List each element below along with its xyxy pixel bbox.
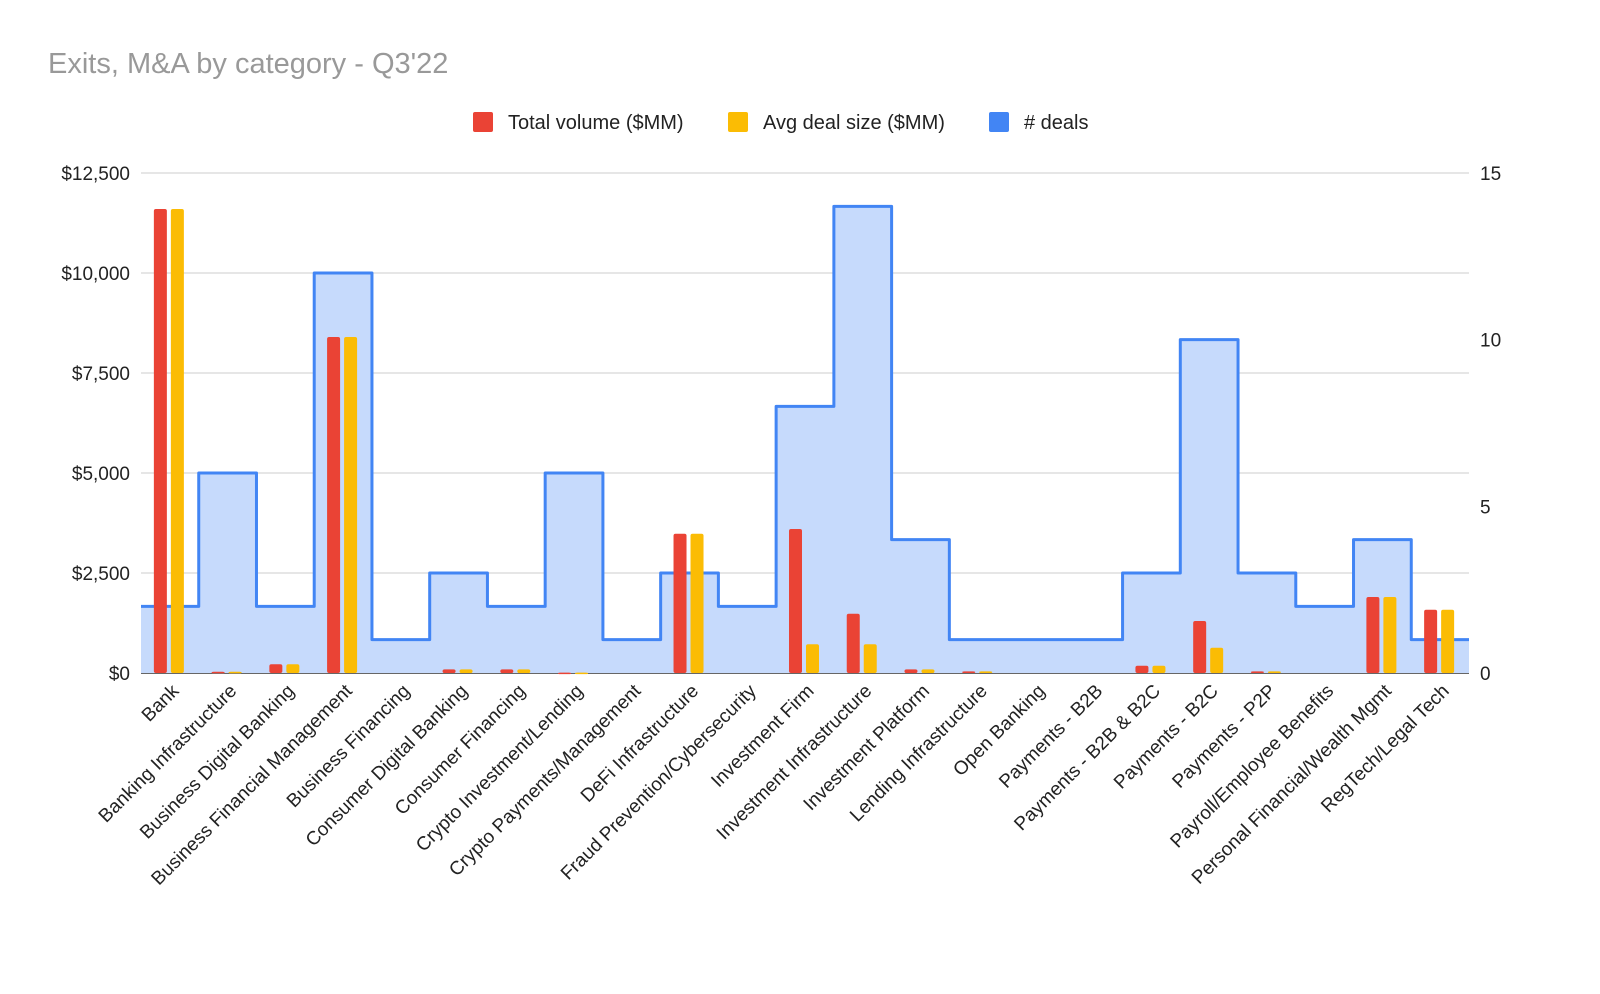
y-right-tick-label: 10 bbox=[1480, 331, 1501, 352]
y-right-tick-label: 5 bbox=[1480, 497, 1491, 518]
x-tick-label: Investment Firm bbox=[707, 681, 818, 792]
total-volume-bar bbox=[500, 669, 514, 673]
total-volume-bar bbox=[846, 613, 860, 673]
legend: Total volume ($MM) Avg deal size ($MM) # d… bbox=[473, 112, 1089, 134]
y-right-tick-label: 15 bbox=[1480, 164, 1501, 185]
avg-deal-size-bar bbox=[170, 209, 184, 673]
avg-deal-size-bar bbox=[459, 669, 473, 673]
avg-deal-size-bar bbox=[228, 671, 242, 674]
avg-deal-size-bar bbox=[979, 671, 993, 673]
avg-deal-size-bar bbox=[1152, 665, 1166, 673]
avg-deal-size-bar bbox=[1267, 671, 1281, 673]
avg-deal-size-bar bbox=[1441, 609, 1455, 673]
avg-deal-size-bar bbox=[690, 533, 704, 673]
total-volume-bar bbox=[558, 672, 572, 675]
total-volume-bar bbox=[1193, 621, 1207, 673]
total-volume-bar bbox=[1250, 671, 1264, 673]
total-volume-bar bbox=[904, 669, 918, 673]
y-left-tick-label: $2,500 bbox=[72, 564, 130, 585]
total-volume-bar bbox=[1366, 597, 1380, 673]
avg-deal-size-bar bbox=[1210, 647, 1224, 673]
y-left-tick-label: $0 bbox=[109, 664, 130, 685]
total-volume-bar bbox=[789, 529, 802, 673]
y-right-tick-label: 0 bbox=[1480, 664, 1491, 685]
x-tick-label: Payments - B2C bbox=[1110, 681, 1223, 794]
total-volume-bar bbox=[962, 671, 976, 673]
avg-deal-size-bar bbox=[863, 644, 877, 673]
total-volume-bar bbox=[211, 671, 225, 674]
y-left-tick-label: $12,500 bbox=[61, 164, 130, 185]
y-left-tick-label: $5,000 bbox=[72, 464, 130, 485]
avg-deal-size-bar bbox=[806, 644, 819, 673]
legend-label: Total volume ($MM) bbox=[508, 112, 684, 134]
avg-deal-size-bar bbox=[517, 669, 531, 673]
legend-swatch bbox=[728, 112, 748, 132]
avg-deal-size-bar bbox=[286, 664, 300, 673]
x-tick-label: Payments - B2B bbox=[995, 681, 1107, 793]
y-left-tick-label: $10,000 bbox=[61, 264, 130, 285]
deals-line bbox=[141, 204, 1469, 642]
total-volume-bar bbox=[1135, 665, 1149, 673]
x-tick-label: Bank bbox=[138, 680, 184, 726]
legend-label: Avg deal size ($MM) bbox=[763, 112, 945, 134]
total-volume-bar bbox=[673, 533, 687, 673]
avg-deal-size-bar bbox=[921, 669, 935, 673]
x-tick-label: Payments - P2P bbox=[1169, 681, 1281, 793]
avg-deal-size-bar bbox=[575, 672, 589, 675]
avg-deal-size-bar bbox=[1383, 597, 1397, 673]
legend-swatch bbox=[473, 112, 493, 132]
total-volume-bar bbox=[442, 669, 456, 673]
total-volume-bar bbox=[1424, 609, 1438, 673]
total-volume-bar bbox=[327, 337, 341, 673]
total-volume-bar bbox=[153, 209, 167, 673]
legend-swatch bbox=[989, 112, 1009, 132]
y-left-tick-label: $7,500 bbox=[72, 364, 130, 385]
deals-area bbox=[141, 206, 1469, 674]
total-volume-bar bbox=[269, 664, 283, 673]
legend-label: # deals bbox=[1024, 112, 1089, 134]
avg-deal-size-bar bbox=[344, 337, 358, 673]
chart-title: Exits, M&A by category - Q3'22 bbox=[48, 48, 448, 80]
